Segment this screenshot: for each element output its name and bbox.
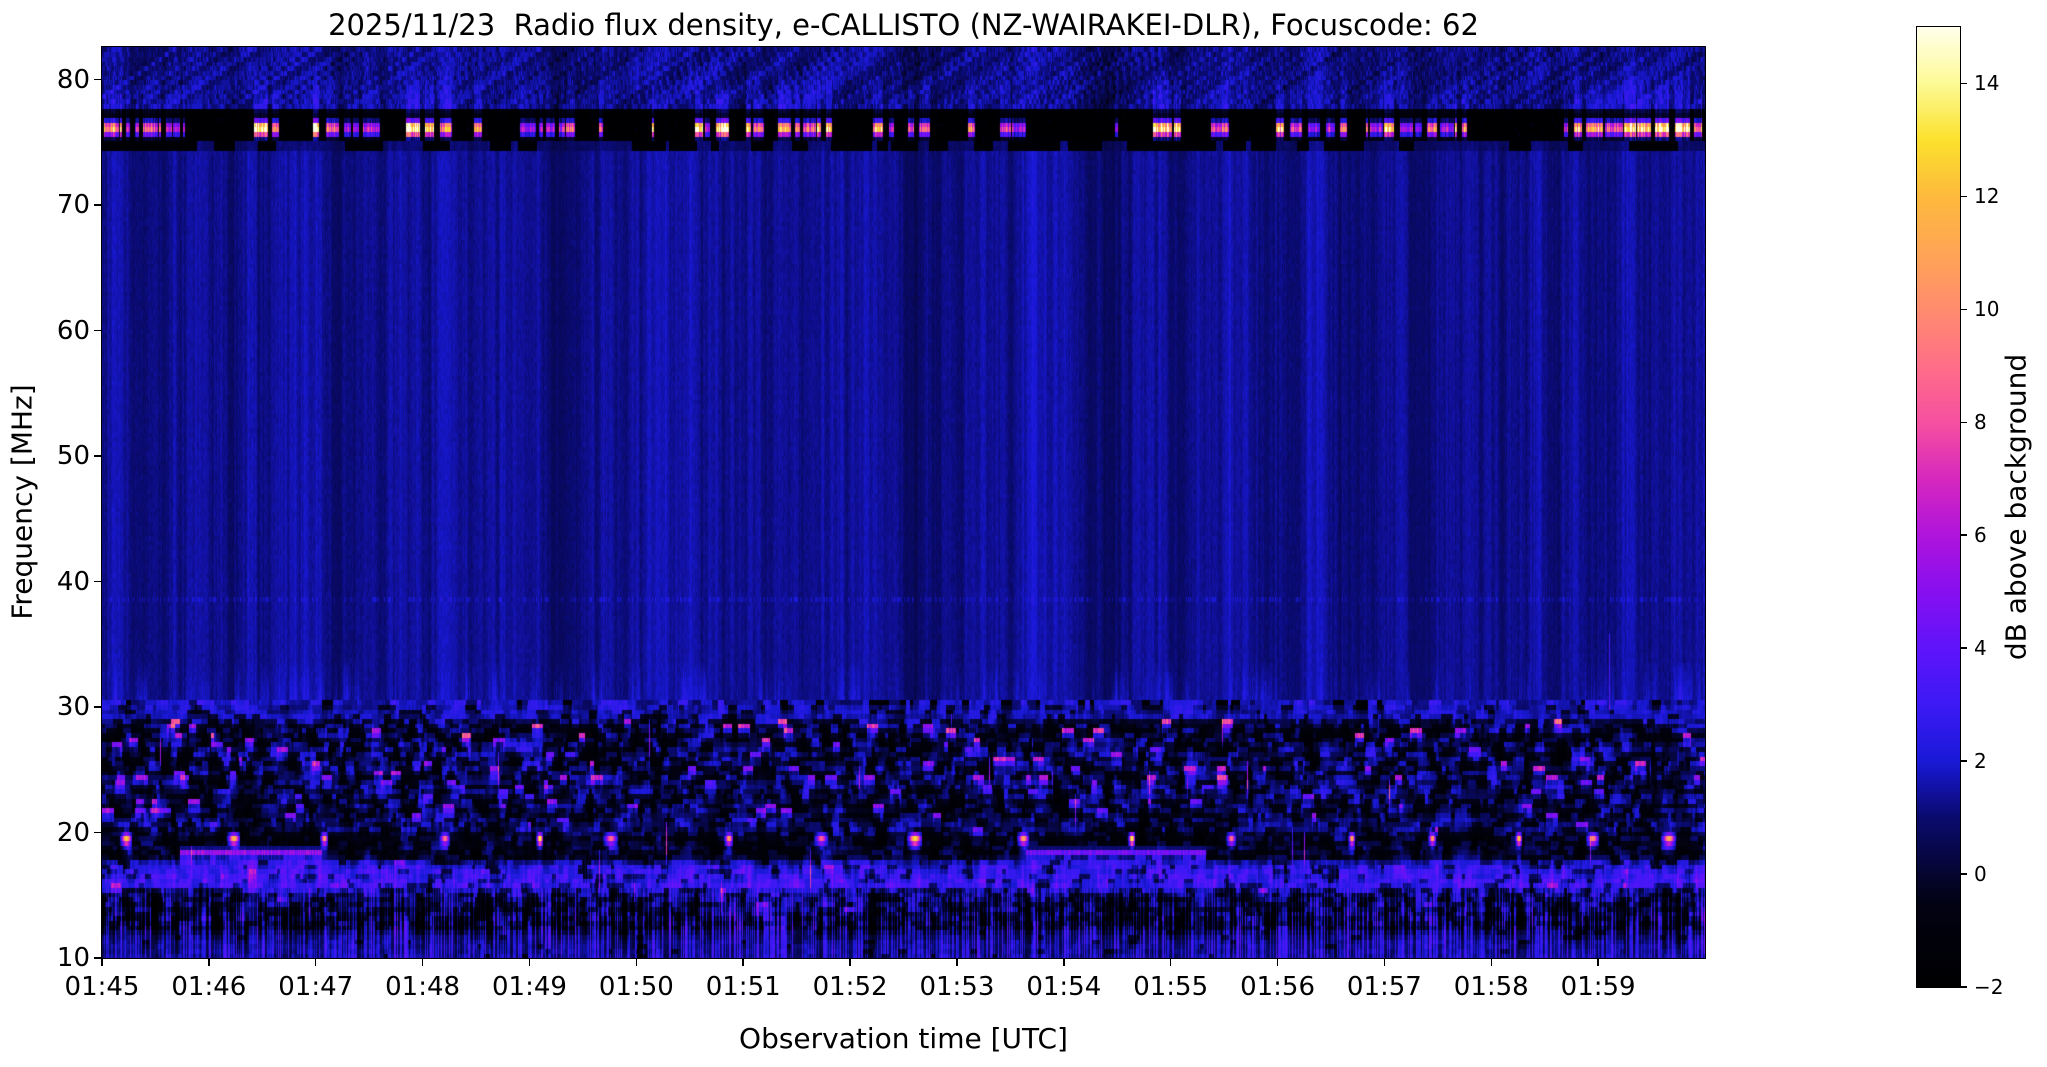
- colorbar-tick-mark: [1960, 195, 1967, 198]
- x-tick-mark: [849, 958, 851, 966]
- colorbar-tick-label: 4: [1974, 636, 1987, 661]
- colorbar-tick-label: 2: [1974, 749, 1987, 774]
- colorbar-tick-mark: [1960, 873, 1967, 875]
- y-tick-label: 50: [56, 441, 90, 472]
- x-tick-label: 01:55: [1133, 972, 1209, 1002]
- x-tick-label: 01:46: [171, 972, 247, 1002]
- y-tick-mark: [94, 329, 102, 332]
- y-tick-mark: [94, 706, 102, 708]
- x-tick-mark: [1169, 958, 1172, 966]
- colorbar-gradient: [1915, 25, 1961, 988]
- x-tick-mark: [742, 958, 744, 966]
- x-tick-mark: [101, 958, 103, 966]
- y-tick-mark: [94, 580, 102, 583]
- colorbar-tick-label: 0: [1974, 862, 1987, 887]
- x-tick-label: 01:50: [598, 972, 674, 1002]
- y-tick-label: 20: [56, 817, 90, 848]
- colorbar-tick-mark: [1960, 82, 1967, 85]
- x-tick-label: 01:53: [919, 972, 995, 1002]
- x-tick-label: 01:58: [1453, 972, 1529, 1002]
- x-tick-mark: [1597, 958, 1599, 966]
- x-tick-label: 01:59: [1560, 972, 1636, 1002]
- colorbar-tick-label: 10: [1974, 297, 2000, 322]
- y-tick-mark: [94, 957, 102, 959]
- x-tick-label: 01:49: [491, 972, 567, 1002]
- x-tick-label: 01:54: [1026, 972, 1102, 1002]
- x-tick-mark: [1276, 958, 1279, 966]
- y-tick-mark: [94, 78, 102, 81]
- colorbar-tick-label: 12: [1974, 184, 2000, 209]
- colorbar-tick-label: 6: [1974, 523, 1987, 548]
- x-tick-mark: [1490, 958, 1493, 966]
- x-tick-label: 01:48: [385, 972, 461, 1002]
- y-axis-label: Frequency [MHz]: [5, 384, 39, 620]
- y-tick-mark: [94, 204, 102, 206]
- x-tick-mark: [314, 958, 317, 966]
- x-tick-mark: [421, 958, 424, 966]
- x-tick-mark: [956, 958, 958, 966]
- y-tick-mark: [94, 831, 102, 834]
- spectrogram-canvas: [102, 47, 1705, 958]
- x-tick-label: 01:45: [64, 972, 140, 1002]
- y-tick-label: 30: [56, 692, 90, 723]
- x-tick-mark: [1383, 958, 1386, 966]
- x-tick-label: 01:51: [705, 972, 781, 1002]
- x-tick-mark: [635, 958, 638, 966]
- y-tick-label: 80: [56, 64, 90, 95]
- colorbar-tick-label: 8: [1974, 410, 1987, 435]
- x-tick-label: 01:57: [1346, 972, 1422, 1002]
- colorbar-tick-mark: [1960, 534, 1967, 536]
- x-tick-label: 01:56: [1240, 972, 1315, 1002]
- y-tick-label: 10: [56, 943, 90, 973]
- y-tick-label: 70: [56, 190, 90, 221]
- colorbar-tick-label: 14: [1974, 71, 2000, 96]
- chart-title: 2025/11/23 Radio flux density, e-CALLIST…: [328, 8, 1479, 42]
- x-tick-label: 01:47: [278, 972, 354, 1002]
- y-tick-label: 60: [56, 315, 90, 346]
- x-tick-mark: [1063, 958, 1065, 966]
- x-tick-label: 01:52: [812, 972, 888, 1002]
- x-tick-mark: [528, 958, 531, 966]
- colorbar-tick-mark: [1960, 760, 1967, 762]
- colorbar-tick-mark: [1960, 421, 1967, 424]
- colorbar-tick-label: −2: [1974, 975, 2004, 999]
- colorbar-tick-mark: [1960, 647, 1967, 649]
- colorbar-tick-mark: [1960, 986, 1967, 988]
- y-tick-label: 40: [56, 566, 90, 597]
- colorbar-tick-mark: [1960, 308, 1967, 311]
- y-tick-mark: [94, 455, 102, 457]
- x-tick-mark: [208, 958, 210, 966]
- colorbar-label: dB above background: [1999, 353, 2033, 661]
- x-axis-label: Observation time [UTC]: [739, 1022, 1068, 1055]
